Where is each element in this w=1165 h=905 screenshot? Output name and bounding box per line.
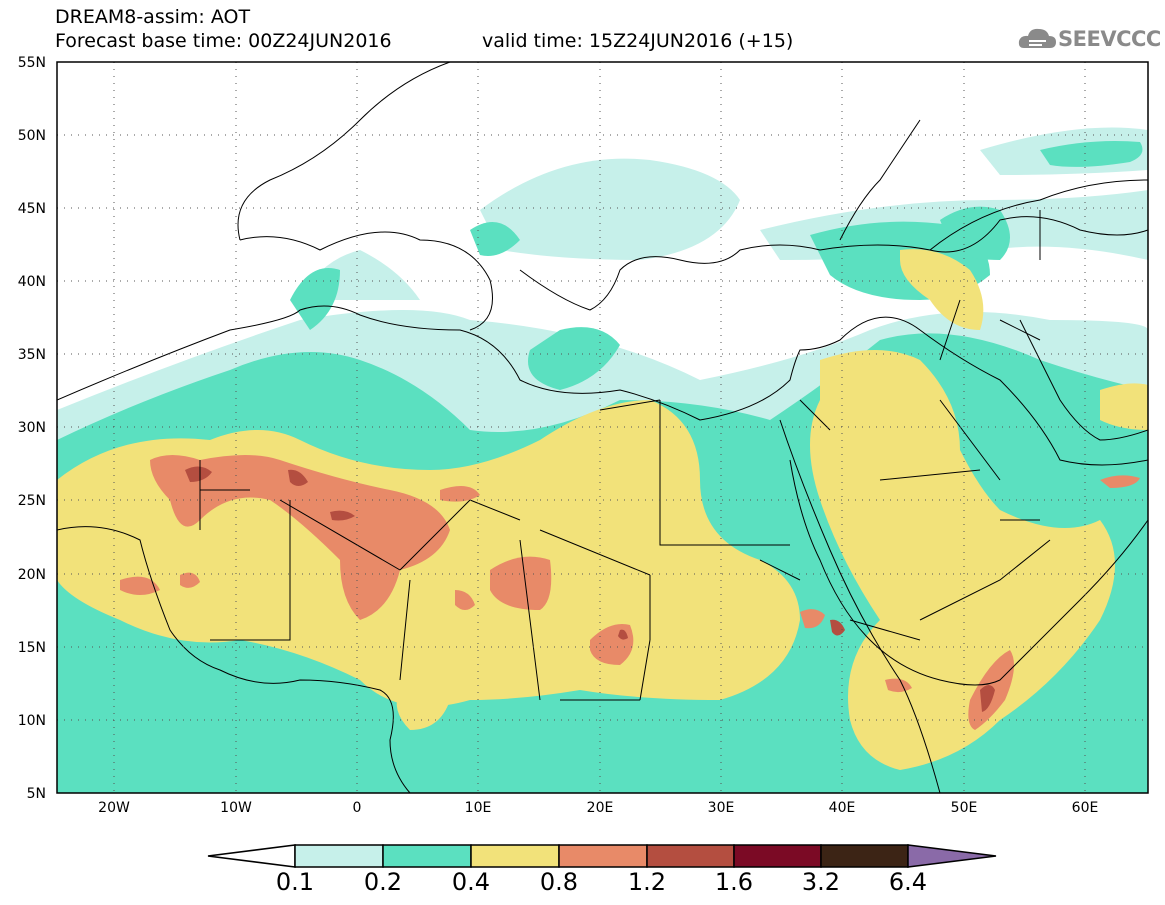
lat-label: 25N — [18, 493, 46, 509]
lat-label: 20N — [18, 567, 46, 583]
forecast-base-time: Forecast base time: 00Z24JUN2016 — [55, 30, 392, 52]
colorbar-bin-3 — [470, 844, 560, 868]
lat-label: 45N — [18, 201, 46, 217]
seevccc-logo: SEEVCCC — [1058, 27, 1161, 51]
aot-field — [57, 127, 1148, 793]
colorbar-label: 0.2 — [363, 868, 403, 896]
colorbar-label: 0.1 — [275, 868, 315, 896]
lat-label: 40N — [18, 274, 46, 290]
colorbar-bin-4 — [558, 844, 648, 868]
graticule — [57, 62, 1148, 793]
lat-label: 30N — [18, 420, 46, 436]
lat-label: 55N — [18, 55, 46, 71]
lon-label: 40E — [829, 800, 856, 816]
lon-label: 0 — [353, 800, 362, 816]
colorbar-label: 1.6 — [714, 868, 754, 896]
lat-label: 5N — [27, 786, 46, 802]
colorbar-label: 3.2 — [801, 868, 841, 896]
lon-axis: 20W 10W 0 10E 20E 30E 40E 50E 60E — [98, 800, 1098, 816]
colorbar-bin-6 — [733, 844, 822, 868]
colorbar-over — [907, 844, 997, 868]
lon-label: 30E — [708, 800, 735, 816]
lon-label: 20E — [587, 800, 614, 816]
colorbar-label: 0.4 — [451, 868, 491, 896]
cloud-icon — [1018, 28, 1056, 48]
colorbar-label: 0.8 — [539, 868, 579, 896]
aot-layer-1.2 — [185, 466, 995, 712]
colorbar-bin-5 — [646, 844, 735, 868]
lat-label: 50N — [18, 128, 46, 144]
lon-label: 60E — [1072, 800, 1099, 816]
lat-axis: 55N 50N 45N 40N 35N 30N 25N 20N 15N 10N … — [18, 55, 46, 802]
lat-label: 35N — [18, 347, 46, 363]
colorbar-under — [207, 844, 296, 868]
valid-time: valid time: 15Z24JUN2016 (+15) — [482, 30, 794, 52]
colorbar-label: 6.4 — [888, 868, 928, 896]
lon-label: 10W — [220, 800, 252, 816]
product-title: DREAM8-assim: AOT — [55, 6, 251, 28]
map-frame — [56, 61, 1149, 794]
colorbar — [207, 844, 997, 868]
colorbar-label: 1.2 — [627, 868, 667, 896]
coastlines-borders — [57, 62, 1148, 793]
lon-label: 20W — [98, 800, 130, 816]
lon-label: 10E — [465, 800, 492, 816]
lat-label: 10N — [18, 713, 46, 729]
colorbar-bin-7 — [820, 844, 909, 868]
lat-label: 15N — [18, 640, 46, 656]
colorbar-bin-1 — [294, 844, 384, 868]
colorbar-bin-2 — [382, 844, 472, 868]
lon-label: 50E — [951, 800, 978, 816]
aot-layer-0.8 — [120, 455, 1140, 730]
